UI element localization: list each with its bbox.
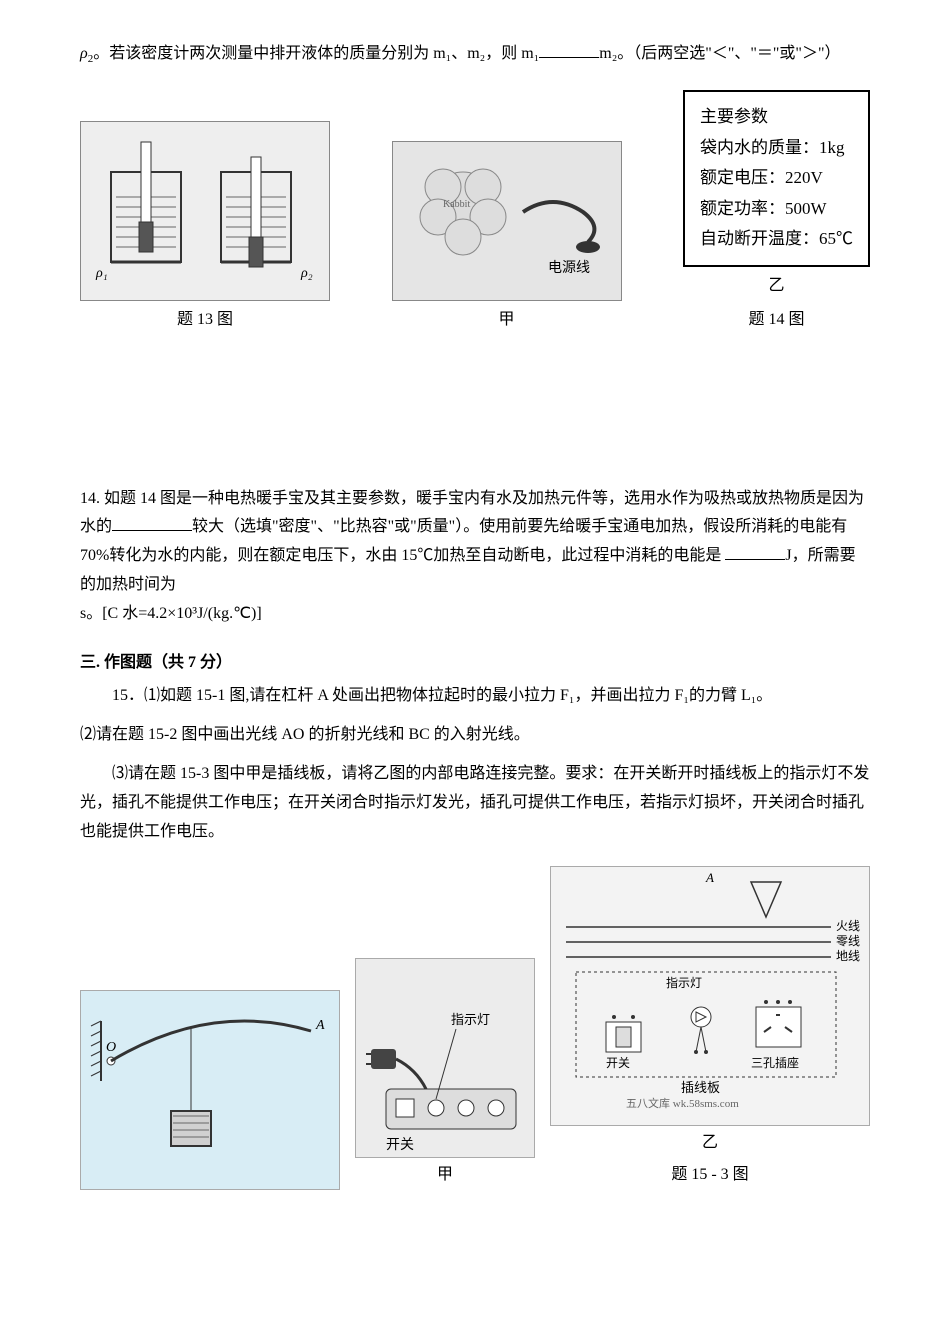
svg-text:零线: 零线 [836,934,860,948]
lever-svg: O A [80,990,340,1190]
svg-text:O: O [106,1040,116,1055]
svg-text:插线板: 插线板 [681,1080,720,1095]
figure-14-caption: 题 14 图 [748,306,804,335]
params-title: 主要参数 [700,102,853,133]
svg-text:五八文库 wk.58sms.com: 五八文库 wk.58sms.com [626,1096,739,1110]
q15-2-text: ⑵请在题 15-2 图中画出光线 AO 的折射光线和 BC 的入射光线。 [80,721,870,750]
figure-15-3-yi: A 火线 零线 地线 指示灯 开关 [550,866,870,1190]
q15-3-text: ⑶请在题 15-3 图中甲是插线板，请将乙图的内部电路连接完整。要求：在开关断开… [80,760,870,846]
params-power: 额定功率：500W [700,194,853,225]
svg-text:电源线: 电源线 [548,260,590,276]
svg-text:火线: 火线 [836,919,860,933]
blank-energy [725,544,785,560]
q14-text: 14. 如题 14 图是一种电热暖手宝及其主要参数，暖手宝内有水及加热元件等，选… [80,485,870,629]
params-box: 主要参数 袋内水的质量：1kg 额定电压：220V 额定功率：500W 自动断开… [683,90,870,267]
svg-text:三孔插座: 三孔插座 [751,1055,799,1070]
figures-row-13-14: ρ₁ ρ₂ 题 13 图 Kabb [80,90,870,335]
circuit-yi-svg: A 火线 零线 地线 指示灯 开关 [550,866,870,1126]
figure-14-left-label: 甲 [498,306,514,335]
params-temp: 自动断开温度：65℃ [700,224,853,255]
density-meter-figure: ρ₁ ρ₂ [80,121,330,301]
svg-text:Kabbit: Kabbit [443,199,470,210]
q13-text: ρ2。若该密度计两次测量中排开液体的质量分别为 m₁、m₂，则 m₁ m₂。（后两… [80,40,870,70]
figure-13-container: ρ₁ ρ₂ 题 13 图 [80,121,330,335]
figure-14-warmer: Kabbit 电源线 甲 [392,141,622,335]
svg-text:ρ₁: ρ₁ [95,266,108,281]
svg-text:A: A [705,870,714,885]
jia-label: 甲 [437,1161,453,1190]
powerstrip-jia-svg: 指示灯 开关 [355,958,535,1158]
params-mass: 袋内水的质量：1kg [700,133,853,164]
params-voltage: 额定电压：220V [700,163,853,194]
svg-text:地线: 地线 [836,949,860,963]
q14-text4: s。[C 水=4.2×10³J/(kg.℃)] [80,605,262,622]
q15-1-text: 15．⑴如题 15-1 图,请在杠杆 A 处画出把物体拉起时的最小拉力 F₁，并… [80,682,870,711]
svg-text:ρ₂: ρ₂ [300,266,313,281]
hand-warmer-svg: Kabbit 电源线 [392,141,622,301]
figures-15-row: O A 指示灯 [80,866,870,1190]
q13-intro: 。若该密度计两次测量中排开液体的质量分别为 m₁、m₂，则 m₁ [93,45,539,62]
svg-text:开关: 开关 [606,1056,630,1070]
svg-text:开关: 开关 [386,1137,414,1153]
spacer [80,355,870,485]
figure-14-params-container: 主要参数 袋内水的质量：1kg 额定电压：220V 额定功率：500W 自动断开… [683,90,870,335]
figure-14-right-label: 乙 [768,272,784,301]
rho2-symbol: ρ2 [80,45,93,62]
figure-15-1: O A [80,990,340,1190]
svg-text:指示灯: 指示灯 [451,1012,490,1027]
figure-13-caption: 题 13 图 [177,306,233,335]
figure-15-3-jia: 指示灯 开关 甲 [355,958,535,1190]
section-3-title: 三. 作图题（共 7 分） [80,649,870,678]
blank-m1m2 [539,42,599,58]
blank-property [112,515,192,531]
svg-text:指示灯: 指示灯 [666,975,702,990]
q13-tail: m₂。（后两空选"＜"、"＝"或"＞"） [599,45,840,62]
fig15-3-caption: 题 15 - 3 图 [671,1161,748,1190]
yi-label: 乙 [702,1129,718,1158]
svg-text:A: A [315,1018,325,1033]
